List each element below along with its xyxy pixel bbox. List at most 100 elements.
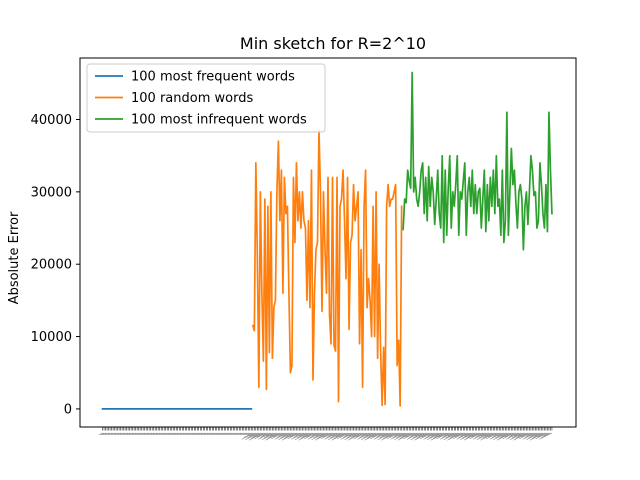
x-tick-label-mark (100, 432, 105, 436)
x-tick-label-mark (125, 432, 130, 436)
x-tick-label-mark (444, 432, 450, 436)
x-tick-label-mark (294, 432, 309, 440)
x-tick-label-mark (432, 432, 444, 439)
x-tick-label-mark (541, 432, 551, 438)
x-tick-label-mark (214, 432, 219, 436)
x-tick-label-mark (104, 432, 109, 436)
x-tick-label-mark (332, 432, 339, 437)
x-tick-label-mark (311, 432, 326, 440)
x-tick-label-mark (379, 432, 390, 439)
x-tick-label-mark (482, 432, 494, 439)
x-tick-label-mark (390, 432, 404, 440)
x-tick-label-mark (231, 432, 235, 436)
x-tick-label-mark (532, 432, 544, 439)
x-tick-label-mark (508, 432, 518, 438)
x-tick-label-mark (299, 432, 306, 437)
x-tick-label-mark (140, 432, 145, 436)
x-tick-label-mark (381, 432, 389, 437)
x-tick-label-mark (311, 432, 318, 436)
x-tick-label-mark (412, 432, 423, 439)
x-tick-label-mark (238, 432, 243, 436)
x-tick-label-mark (357, 432, 371, 440)
x-tick-label-mark (475, 432, 485, 438)
x-tick-label-mark (167, 432, 172, 436)
x-tick-label-mark (237, 432, 241, 436)
x-tick-label-mark (423, 432, 437, 440)
x-tick-label-mark (398, 432, 405, 437)
x-tick-label-mark (339, 432, 348, 438)
x-tick-label-mark (473, 432, 486, 440)
x-tick-label-mark (235, 432, 240, 436)
x-tick-label-mark (411, 432, 417, 436)
x-tick-label-mark (511, 432, 523, 439)
x-tick-label-mark (217, 432, 222, 436)
x-tick-label-mark (261, 432, 276, 440)
x-tick-label-mark (543, 432, 550, 436)
x-tick-label-mark (110, 432, 115, 436)
x-tick-label-mark (109, 432, 114, 436)
y-tick-label: 20000 (31, 258, 72, 273)
x-tick-label-mark (260, 432, 270, 438)
x-tick-label-mark (327, 432, 342, 440)
x-tick-label-mark (154, 432, 159, 436)
x-tick-label-mark (399, 432, 411, 439)
x-tick-label-mark (208, 432, 213, 436)
x-tick-label-mark (345, 432, 351, 436)
x-tick-label-mark (431, 432, 438, 437)
x-tick-label-mark (416, 432, 428, 439)
x-tick-label-mark (254, 432, 267, 440)
x-tick-label-mark (526, 432, 541, 440)
legend-label-1: 100 most frequent words (131, 70, 295, 85)
x-tick-label-mark (355, 432, 365, 438)
x-tick-label-mark (348, 432, 363, 441)
series-line-3 (402, 71, 553, 251)
legend-label-2: 100 random words (131, 91, 253, 106)
x-tick-label-mark (528, 432, 539, 439)
x-tick-label-mark (370, 432, 383, 440)
x-tick-label-mark (469, 432, 482, 440)
x-tick-label-mark (330, 432, 341, 439)
x-tick-label-mark (195, 432, 199, 436)
x-tick-label-mark (364, 432, 380, 441)
x-tick-label-mark (539, 432, 553, 440)
x-tick-label-mark (486, 432, 498, 440)
x-tick-label-mark (246, 432, 250, 436)
x-tick-label-mark (265, 432, 281, 441)
x-tick-label-mark (306, 432, 315, 438)
x-tick-label-mark (245, 432, 259, 440)
x-tick-label-mark (365, 432, 372, 437)
x-tick-label-mark (480, 432, 488, 437)
x-tick-label-mark (501, 432, 509, 437)
x-tick-label-mark (128, 432, 133, 436)
x-tick-label-mark (537, 432, 547, 438)
x-axis (98, 427, 553, 441)
x-tick-label-mark (220, 432, 225, 436)
x-tick-label-mark (381, 432, 396, 441)
x-tick-label-mark (429, 432, 440, 439)
x-tick-label-mark (113, 432, 118, 436)
x-tick-label-mark (265, 432, 273, 437)
x-tick-label-mark (452, 432, 465, 440)
x-tick-label-mark (464, 432, 471, 437)
x-tick-label-mark (300, 432, 312, 439)
x-tick-label-mark (460, 432, 474, 440)
x-tick-label-mark (353, 432, 366, 440)
x-tick-label-mark (249, 432, 256, 437)
x-tick-label-mark (427, 432, 441, 440)
x-tick-label-mark (504, 432, 513, 438)
y-axis: 0 10000 20000 30000 40000 (31, 113, 80, 417)
x-tick-label-mark (418, 432, 426, 437)
x-tick-label-mark (115, 432, 120, 436)
x-tick-label-mark (519, 432, 532, 440)
x-tick-label-mark (319, 432, 327, 437)
x-tick-label-mark (333, 432, 345, 439)
x-tick-label-mark (476, 432, 491, 440)
x-tick-label-mark (377, 432, 392, 440)
x-tick-label-mark (506, 432, 519, 440)
x-tick-label-mark (207, 432, 211, 436)
x-tick-label-mark (414, 432, 429, 441)
x-tick-label-mark (414, 432, 422, 437)
x-tick-label-mark (189, 432, 193, 436)
x-tick-label-mark (163, 432, 168, 436)
x-tick-label-mark (271, 432, 284, 440)
